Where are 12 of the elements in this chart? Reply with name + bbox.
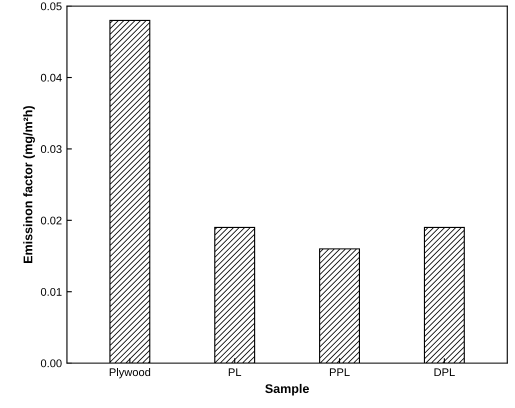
x-tick-label: DPL — [434, 368, 455, 376]
y-tick-label: 0.00 — [40, 359, 62, 368]
y-axis-title: Emissinon factor (mg/m²h) — [23, 106, 35, 263]
y-tick-label: 0.02 — [40, 216, 62, 224]
y-tick-label: 0.05 — [40, 2, 62, 10]
y-tick-label: 0.03 — [40, 145, 62, 154]
y-tick-label: 0.04 — [40, 74, 62, 82]
y-tick-label: 0.01 — [40, 288, 62, 296]
x-tick-label: PL — [228, 368, 242, 376]
x-tick-label: Plywood — [110, 368, 150, 378]
x-axis-title: Sample — [265, 384, 309, 396]
x-tick-label: PPL — [330, 368, 350, 376]
